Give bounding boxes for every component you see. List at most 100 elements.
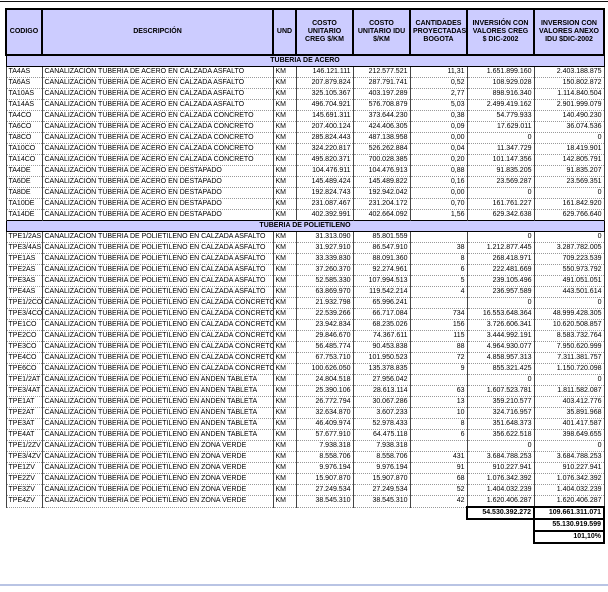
- creg-unit-cost-cell: 231.087.467: [295, 198, 354, 210]
- code-cell: TA4AS: [5, 66, 43, 78]
- creg-investment-cell: 268.418.971: [466, 253, 535, 265]
- idu-investment-cell: 0: [533, 187, 605, 199]
- table-row: TPE1AT CANALIZACION TUBERIA DE POLIETILEN…: [5, 396, 605, 408]
- description-cell: CANALIZACIÓN TUBERIA DE ACERO EN CALZADA…: [41, 77, 274, 89]
- table-row: TPE4AT CANALIZACION TUBERIA DE POLIETILEN…: [5, 429, 605, 441]
- description-cell: CANALIZACIÓN TUBERIA DE ACERO EN DESTAPA…: [41, 187, 274, 199]
- idu-unit-cost-cell: 104.476.913: [352, 165, 411, 177]
- creg-investment-cell: 4.964.930.077: [466, 341, 535, 353]
- idu-investment-cell: 1.150.720.098: [533, 363, 605, 375]
- idu-unit-cost-cell: 38.545.310: [352, 495, 411, 508]
- unit-cell: KM: [272, 209, 297, 221]
- quantity-cell: 88: [409, 341, 468, 353]
- idu-investment-cell: 161.842.920: [533, 198, 605, 210]
- creg-unit-cost-cell: 31.313.090: [295, 231, 354, 243]
- top-border-line: [0, 1, 608, 2]
- quantity-cell: 68: [409, 473, 468, 485]
- idu-unit-cost-cell: 7.938.318: [352, 440, 411, 452]
- creg-unit-cost-cell: 56.485.774: [295, 341, 354, 353]
- creg-unit-cost-cell: 26.772.794: [295, 396, 354, 408]
- creg-investment-cell: 17.629.011: [466, 121, 535, 133]
- idu-investment-cell: 1.114.840.504: [533, 88, 605, 100]
- table-row: TPE3AS CANALIZACION TUBERIA DE POLIETILEN…: [5, 275, 605, 287]
- quantity-cell: 5: [409, 275, 468, 287]
- code-cell: TPE6CO: [5, 363, 43, 375]
- table-row: TA8DE CANALIZACIÓN TUBERIA DE ACERO EN DE…: [5, 187, 605, 199]
- idu-investment-cell: 401.417.587: [533, 418, 605, 430]
- description-cell: CANALIZACION TUBERIA DE POLIETILENO EN Z…: [41, 440, 274, 452]
- idu-investment-cell: 36.074.536: [533, 121, 605, 133]
- code-cell: TA8CO: [5, 132, 43, 144]
- unit-cell: KM: [272, 66, 297, 78]
- unit-cell: KM: [272, 297, 297, 309]
- unit-cell: KM: [272, 440, 297, 452]
- header-cantidades: CANTIDADES PROYECTADAS BOGOTA: [409, 8, 468, 56]
- idu-investment-cell: 8.583.732.764: [533, 330, 605, 342]
- quantity-cell: 9: [409, 363, 468, 375]
- quantity-cell: 52: [409, 484, 468, 496]
- code-cell: TPE2ZV: [5, 473, 43, 485]
- description-cell: CANALIZACION TUBERIA DE POLIETILENO EN C…: [41, 363, 274, 375]
- description-cell: CANALIZACIÓN TUBERIA DE ACERO EN DESTAPA…: [41, 165, 274, 177]
- creg-unit-cost-cell: 25.390.106: [295, 385, 354, 397]
- creg-investment-cell: 855.321.425: [466, 363, 535, 375]
- creg-unit-cost-cell: 57.677.910: [295, 429, 354, 441]
- creg-unit-cost-cell: 9.976.194: [295, 462, 354, 474]
- creg-unit-cost-cell: 325.105.367: [295, 88, 354, 100]
- creg-unit-cost-cell: 27.249.534: [295, 484, 354, 496]
- description-cell: CANALIZACION TUBERIA DE POLIETILENO EN Z…: [41, 495, 274, 508]
- quantity-cell: 0,52: [409, 77, 468, 89]
- description-cell: CANALIZACION TUBERIA DE POLIETILENO EN C…: [41, 253, 274, 265]
- creg-unit-cost-cell: 67.753.710: [295, 352, 354, 364]
- creg-investment-cell: 4.858.957.313: [466, 352, 535, 364]
- idu-investment-cell: 491.051.051: [533, 275, 605, 287]
- table-row: TA8CO CANALIZACIÓN TUBERIA DE ACERO EN CA…: [5, 132, 605, 144]
- creg-investment-cell: 0: [466, 440, 535, 452]
- quantity-cell: 2,77: [409, 88, 468, 100]
- table-row: TA4AS CANALIZACIÓN TUBERIA DE ACERO EN CA…: [5, 66, 605, 78]
- idu-investment-cell: 150.802.872: [533, 77, 605, 89]
- description-cell: CANALIZACION TUBERIA DE POLIETILENO EN A…: [41, 396, 274, 408]
- creg-investment-cell: 910.227.941: [466, 462, 535, 474]
- creg-unit-cost-cell: 7.938.318: [295, 440, 354, 452]
- idu-investment-cell: 550.973.792: [533, 264, 605, 276]
- idu-investment-cell: 0: [533, 132, 605, 144]
- table-row: TA4DE CANALIZACIÓN TUBERIA DE ACERO EN DE…: [5, 165, 605, 177]
- idu-investment-cell: 398.649.655: [533, 429, 605, 441]
- section-title: TUBERIA DE POLIETILENO: [5, 220, 605, 232]
- code-cell: TPE1ZV: [5, 462, 43, 474]
- idu-unit-cost-cell: 487.138.958: [352, 132, 411, 144]
- table-row: TPE1/2AS CANALIZACION TUBERIA DE POLIETIL…: [5, 231, 605, 243]
- idu-investment-cell: 709.223.539: [533, 253, 605, 265]
- table-row: TPE1/2ZV CANALIZACION TUBERIA DE POLIETIL…: [5, 440, 605, 452]
- bottom-border-line: [0, 584, 608, 586]
- idu-investment-cell: 1.811.582.087: [533, 385, 605, 397]
- creg-investment-cell: 108.929.028: [466, 77, 535, 89]
- description-cell: CANALIZACION TUBERIA DE POLIETILENO EN C…: [41, 297, 274, 309]
- table-row: TPE2AS CANALIZACION TUBERIA DE POLIETILEN…: [5, 264, 605, 276]
- quantity-cell: 1,56: [409, 209, 468, 221]
- creg-grand-total: 54.530.392.272: [466, 506, 535, 520]
- unit-cell: KM: [272, 462, 297, 474]
- description-cell: CANALIZACION TUBERIA DE POLIETILENO EN C…: [41, 341, 274, 353]
- idu-investment-cell: 1.076.342.392: [533, 473, 605, 485]
- table-row: TPE2ZV CANALIZACION TUBERIA DE POLIETILEN…: [5, 473, 605, 485]
- section-row: TUBERIA DE POLIETILENO: [5, 220, 605, 232]
- idu-unit-cost-cell: 135.378.835: [352, 363, 411, 375]
- table-row: TPE2CO CANALIZACION TUBERIA DE POLIETILEN…: [5, 330, 605, 342]
- description-cell: CANALIZACIÓN TUBERIA DE ACERO EN DESTAPA…: [41, 209, 274, 221]
- creg-investment-cell: 1.076.342.392: [466, 473, 535, 485]
- creg-investment-cell: 23.569.287: [466, 176, 535, 188]
- idu-investment-cell: 0: [533, 440, 605, 452]
- quantity-cell: 0,16: [409, 176, 468, 188]
- creg-investment-cell: 16.553.648.364: [466, 308, 535, 320]
- table-row: TA10CO CANALIZACIÓN TUBERIA DE ACERO EN C…: [5, 143, 605, 155]
- description-cell: CANALIZACIÓN TUBERIA DE ACERO EN DESTAPA…: [41, 198, 274, 210]
- idu-unit-cost-cell: 74.367.611: [352, 330, 411, 342]
- creg-investment-cell: 2.499.419.162: [466, 99, 535, 111]
- creg-investment-cell: 0: [466, 132, 535, 144]
- creg-unit-cost-cell: 52.585.330: [295, 275, 354, 287]
- table-row: TPE3/4AS CANALIZACION TUBERIA DE POLIETIL…: [5, 242, 605, 254]
- empty-cell: [6, 507, 467, 519]
- quantity-cell: 4: [409, 286, 468, 298]
